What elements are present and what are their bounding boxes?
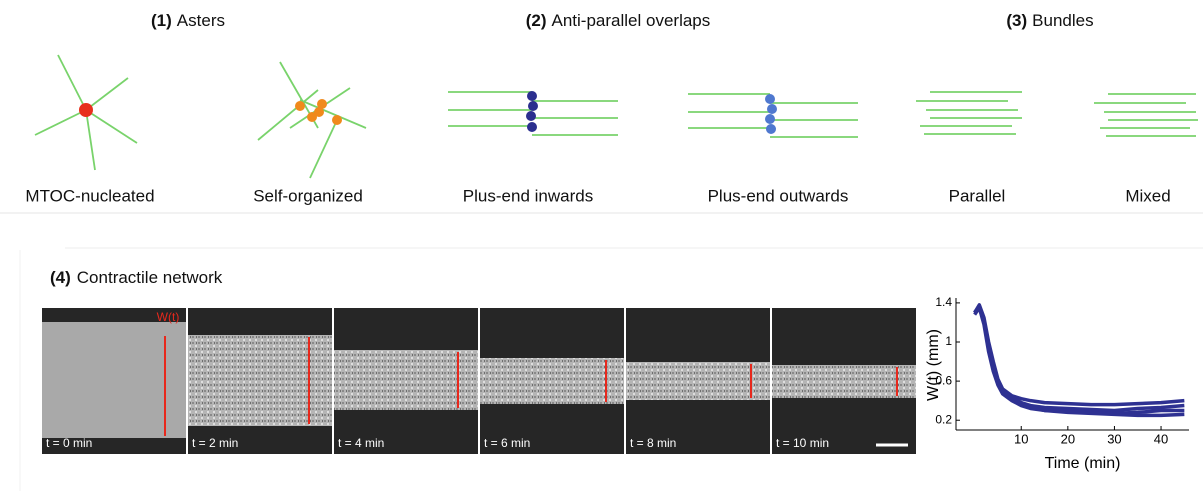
frame-band: [626, 362, 770, 400]
item-label: Self-organized: [253, 186, 363, 205]
section-heading: (2) Anti-parallel overlaps: [526, 11, 711, 30]
section-number: (4): [50, 268, 71, 287]
section-heading: (3) Bundles: [1006, 11, 1093, 30]
micrograph: t = 8 min: [626, 308, 770, 454]
frame-time: t = 2 min: [192, 436, 238, 450]
frame-time: t = 8 min: [630, 436, 676, 450]
section-heading: (4) Contractile network: [50, 268, 223, 287]
diagrams: [0, 54, 1203, 491]
micrograph: t = 0 min: [42, 308, 186, 454]
y-tick-label: 0.2: [935, 412, 952, 426]
micrograph: t = 10 min: [772, 308, 916, 454]
section-number: (2): [526, 11, 547, 30]
y-tick-label: 1.4: [935, 295, 952, 309]
x-tick-label: 40: [1154, 431, 1168, 446]
section-heading: (1) Asters: [151, 11, 225, 30]
bundle-parallel: [916, 91, 1022, 135]
frame-time: t = 6 min: [484, 436, 530, 450]
y-tick-label: 0.6: [935, 373, 952, 387]
x-axis-label: Time (min): [1045, 455, 1121, 472]
data-line: [973, 303, 1185, 407]
x-tick-label: 10: [1014, 431, 1028, 446]
frame-band: [772, 365, 916, 398]
micrograph: t = 4 min: [334, 308, 478, 454]
frame-band: [334, 350, 478, 410]
frame-time: t = 10 min: [776, 436, 829, 450]
overlap-inwards: [448, 91, 618, 136]
frame-band: [42, 322, 186, 438]
frame-band: [188, 335, 332, 426]
section-title: Bundles: [1032, 11, 1093, 30]
data-line: [973, 304, 1185, 418]
aster-self: [257, 61, 367, 179]
x-tick-label: 20: [1061, 431, 1075, 446]
width-label: W(t): [157, 310, 180, 324]
item-label: Parallel: [949, 186, 1006, 205]
section-number: (1): [151, 11, 172, 30]
micrograph: t = 2 min: [188, 308, 332, 454]
y-axis-label: W(t) (mm): [925, 329, 942, 401]
frame-time: t = 4 min: [338, 436, 384, 450]
x-tick-label: 30: [1107, 431, 1121, 446]
bundle-mixed: [1094, 93, 1198, 137]
section-title: Contractile network: [77, 268, 223, 287]
section-title: Anti-parallel overlaps: [552, 11, 711, 30]
overlap-outwards: [688, 93, 858, 138]
item-label: Plus-end inwards: [463, 186, 593, 205]
item-label: MTOC-nucleated: [25, 186, 154, 205]
aster-mtoc: [34, 54, 138, 171]
frame-time: t = 0 min: [46, 436, 92, 450]
y-tick-label: 1: [945, 334, 952, 348]
item-label: Mixed: [1125, 186, 1170, 205]
data-line: [973, 306, 1185, 416]
item-label: Plus-end outwards: [708, 186, 849, 205]
section-title: Asters: [177, 11, 225, 30]
micrograph: t = 6 min: [480, 308, 624, 454]
frame-band: [480, 358, 624, 404]
section-number: (3): [1006, 11, 1027, 30]
